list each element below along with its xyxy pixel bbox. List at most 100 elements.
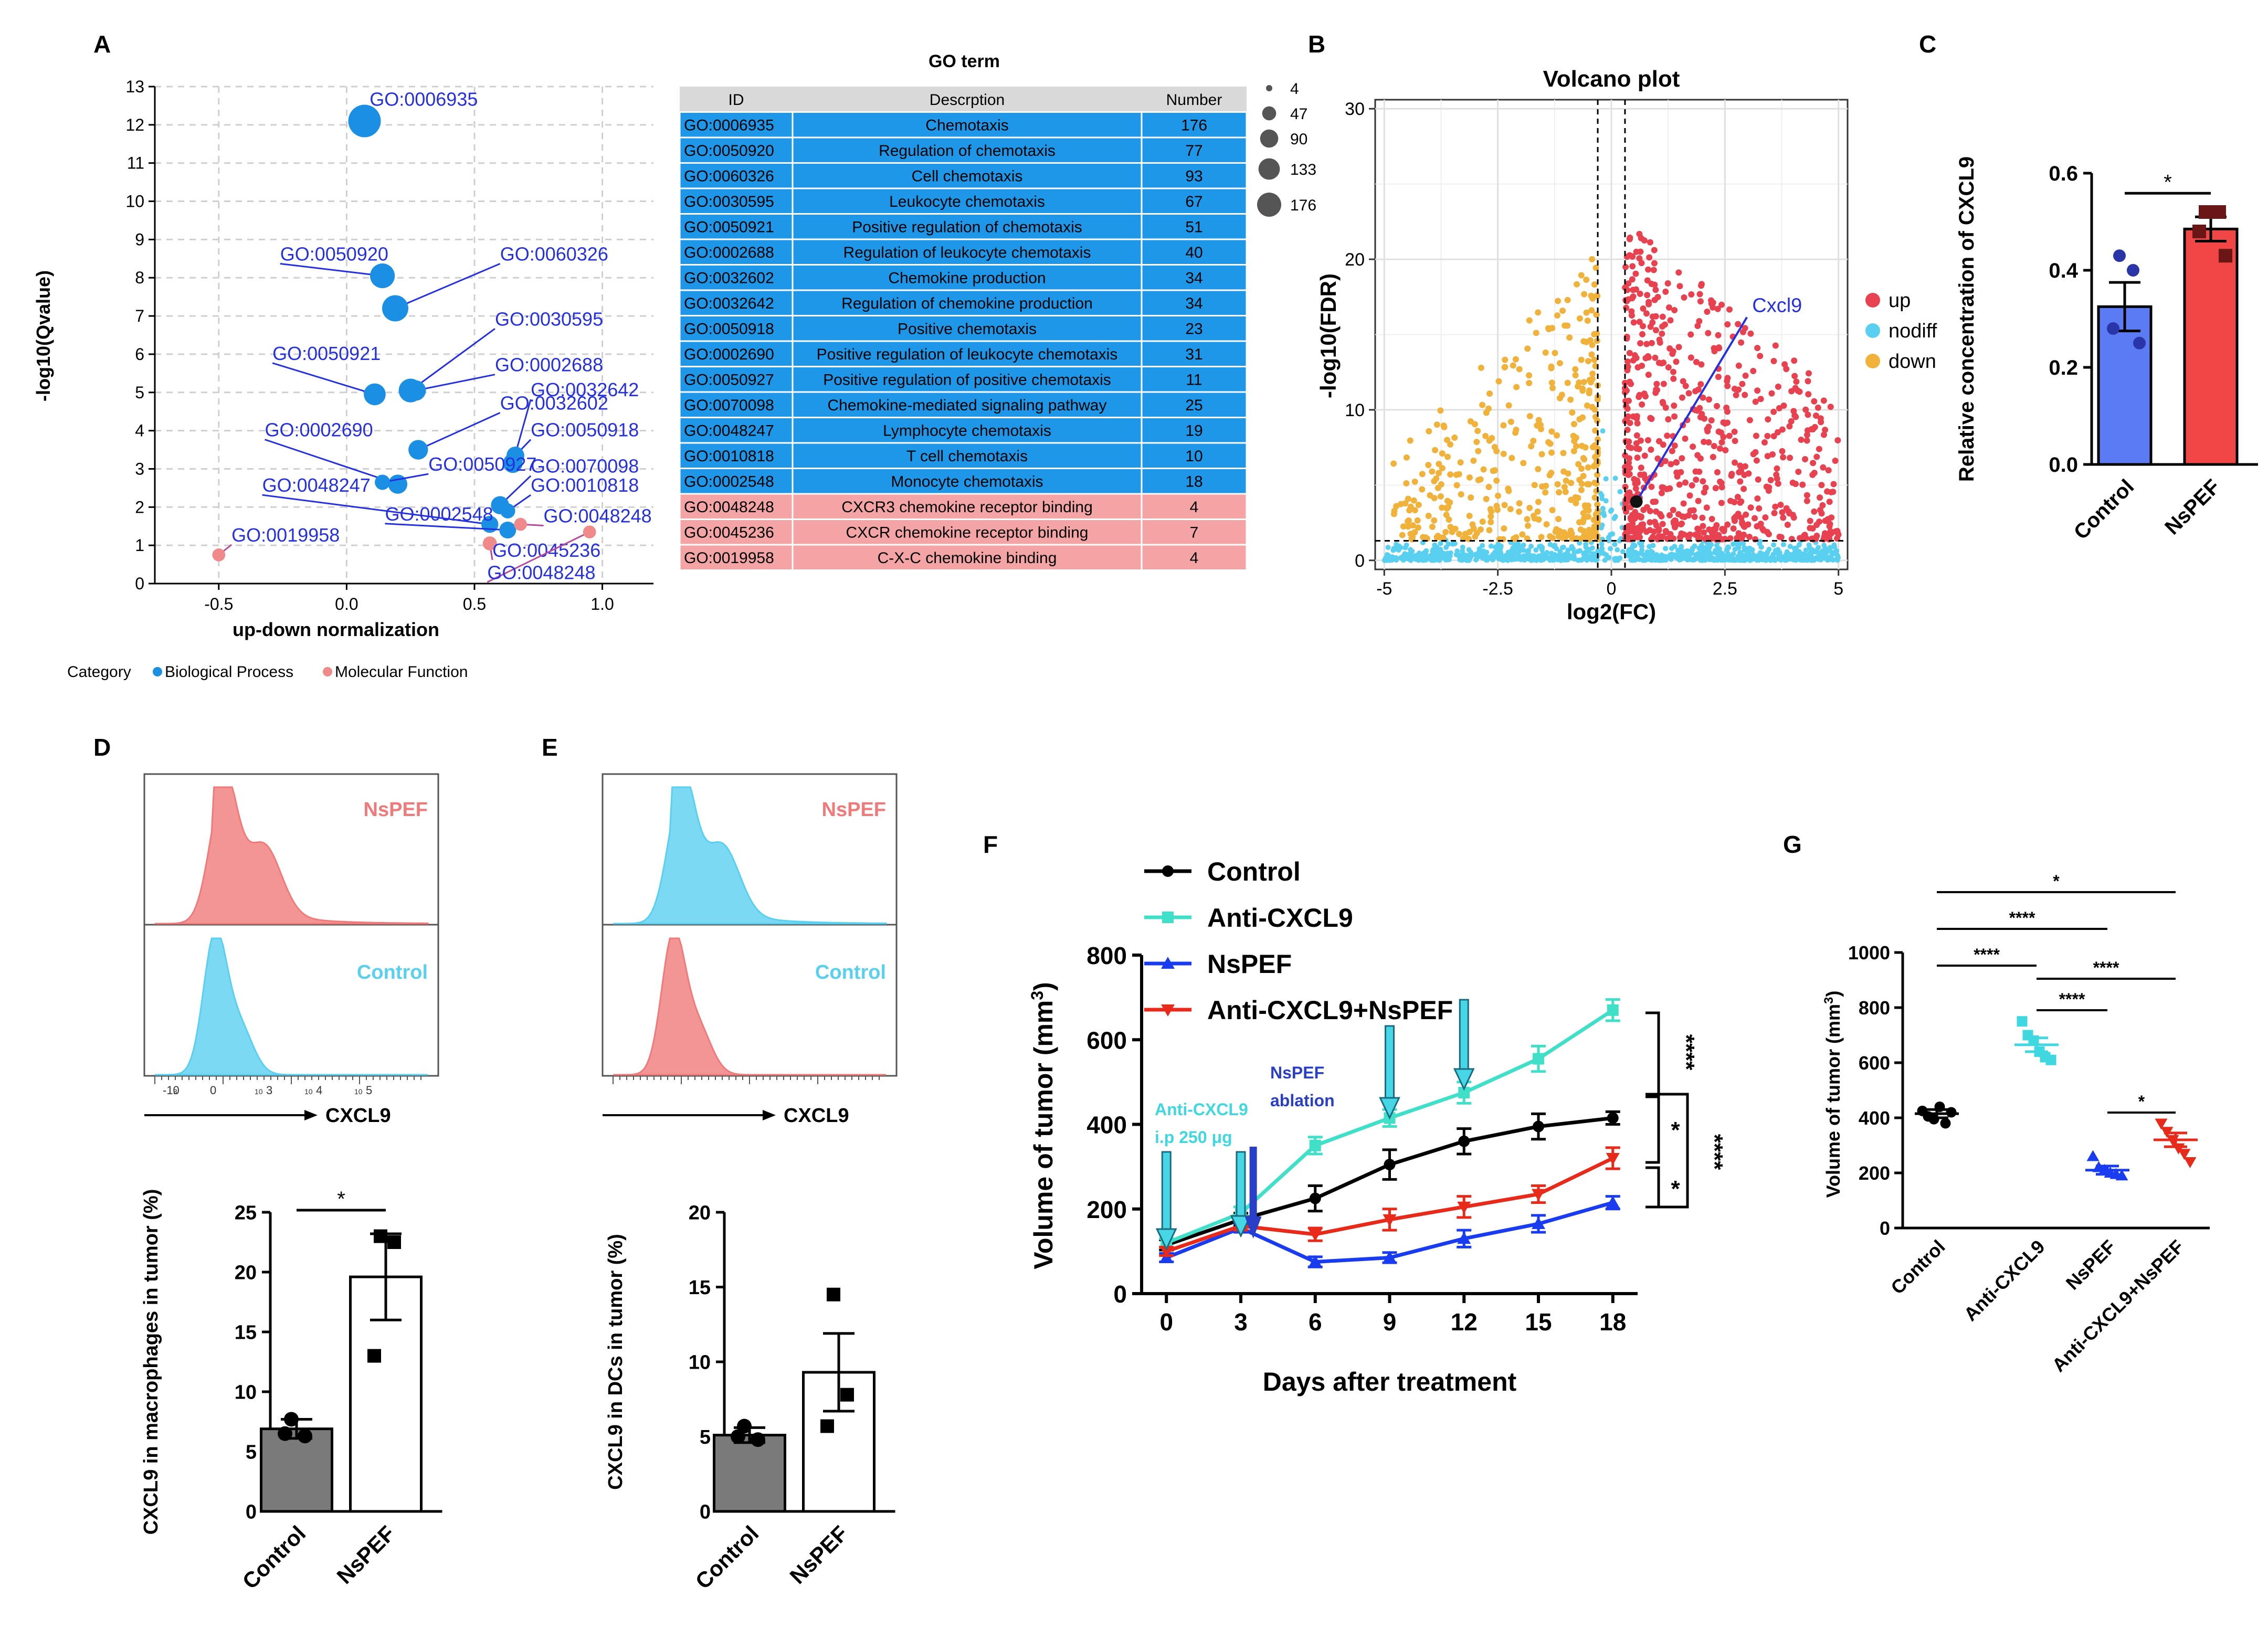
point-down	[1577, 526, 1584, 533]
point-up	[1705, 439, 1712, 446]
point-up	[1628, 444, 1634, 451]
panel-label-B: B	[1308, 30, 1325, 58]
point-nodiff	[1595, 548, 1601, 554]
y-tick-label: 10	[125, 192, 144, 211]
point-up	[1805, 378, 1811, 385]
point-nodiff	[1450, 541, 1455, 547]
table-row: GO:0050920 Regulation of chemotaxis 77	[679, 136, 1248, 164]
point-down	[1436, 461, 1442, 468]
point-down	[1485, 483, 1492, 490]
point-up	[1714, 469, 1721, 475]
x-tick-label: Anti-CXCL9	[1959, 1236, 2049, 1325]
point-up	[1639, 363, 1645, 369]
point-down	[1578, 480, 1585, 487]
point-nodiff	[1766, 546, 1772, 552]
point-nodiff	[1530, 557, 1536, 563]
point-down	[1405, 517, 1412, 524]
point-up	[1811, 508, 1818, 515]
point-nodiff	[1457, 553, 1463, 558]
point-down	[1486, 390, 1493, 397]
point-up	[1827, 404, 1834, 410]
point-up	[1703, 504, 1710, 511]
point-down	[1489, 435, 1495, 441]
point-up	[1648, 281, 1655, 288]
point-up	[1670, 506, 1676, 513]
point-up	[1654, 455, 1661, 462]
point-up	[1812, 535, 1819, 542]
point-down	[1575, 494, 1581, 501]
point-up	[1775, 383, 1781, 390]
panel-label-G: G	[1783, 831, 1802, 858]
point-nodiff	[1439, 554, 1445, 560]
size-legend-label: 133	[1290, 161, 1316, 178]
point-down	[1468, 494, 1474, 501]
point-up	[1742, 372, 1749, 379]
point-up	[1636, 230, 1643, 237]
point-up	[1691, 513, 1698, 520]
y-tick-label: 1000	[1848, 942, 1890, 964]
point-down	[1545, 439, 1552, 446]
point-nodiff	[1406, 551, 1412, 557]
histogram-tick-label: 3	[173, 1087, 177, 1096]
marker-triangle-down	[1606, 1153, 1620, 1165]
point-down	[1591, 494, 1598, 501]
point-up	[1680, 378, 1686, 385]
point-down	[1458, 491, 1464, 498]
histogram-label: Control	[357, 961, 428, 983]
point-down	[1568, 533, 1575, 539]
point-up	[1708, 297, 1715, 304]
point-nodiff	[1697, 550, 1703, 556]
arrow-head	[1453, 1068, 1475, 1091]
point-nodiff	[1413, 553, 1419, 558]
point-nodiff	[1742, 556, 1747, 562]
point-nodiff	[1757, 538, 1763, 544]
marker-triangle-down	[1308, 1229, 1322, 1242]
table-cell: 23	[1185, 321, 1202, 338]
point-down	[1572, 372, 1579, 379]
comparison-label: ****	[2059, 990, 2085, 1009]
point-label: GO:0002548	[385, 503, 493, 525]
x-tick-label: 6	[1309, 1308, 1322, 1336]
point-up	[1624, 363, 1631, 370]
point-up	[1644, 292, 1651, 299]
bar-nspef	[2183, 227, 2239, 466]
ablation-annotation: ablation	[1270, 1091, 1335, 1110]
table-row-bg	[679, 264, 1248, 291]
point-down	[1585, 507, 1592, 514]
point-up	[1628, 308, 1635, 315]
point-up	[1700, 523, 1706, 530]
point-down	[1533, 330, 1539, 336]
point-nodiff	[1547, 557, 1553, 563]
point-up	[1816, 446, 1822, 452]
table-cell: C-X-C chemokine binding	[878, 549, 1057, 567]
panel-a-size-legend: 4 47 90 133 176	[1257, 80, 1316, 217]
table-row: GO:0070098 Chemokine-mediated signaling p…	[679, 391, 1248, 418]
point-up	[1647, 507, 1653, 514]
point-down	[1526, 317, 1533, 324]
point-up	[1681, 513, 1688, 520]
point-up	[1659, 313, 1666, 320]
point-up	[1670, 348, 1676, 355]
point-up	[1755, 476, 1761, 483]
point-up	[1792, 414, 1799, 420]
point-up	[1799, 481, 1806, 488]
point-down	[1581, 502, 1588, 509]
point-up	[1622, 263, 1629, 270]
table-cell: Positive chemotaxis	[898, 321, 1037, 338]
point-down	[1581, 291, 1588, 298]
point-nodiff	[1544, 550, 1550, 556]
legend-item: Molecular Function	[335, 663, 468, 681]
point-down	[1447, 471, 1454, 478]
arrow-shaft	[1236, 1151, 1246, 1218]
point-up	[1724, 521, 1731, 528]
point-down	[1584, 481, 1591, 488]
marker-square	[1309, 1139, 1321, 1151]
x-tick-label: Control	[1886, 1236, 1949, 1298]
point-label: GO:0048248	[487, 562, 595, 583]
histogram-tick-label: 0	[210, 1084, 216, 1097]
point-nodiff	[1675, 547, 1681, 553]
point-down	[1429, 468, 1436, 475]
point-up	[1666, 512, 1673, 518]
table-cell: Regulation of chemotaxis	[879, 142, 1056, 160]
point-up	[1653, 508, 1660, 515]
